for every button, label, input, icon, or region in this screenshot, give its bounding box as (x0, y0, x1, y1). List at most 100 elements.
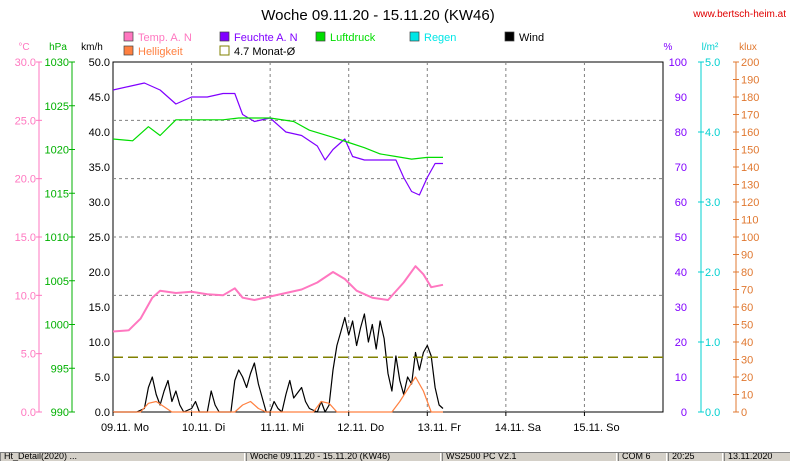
series-line-feuchte-a-n (112, 82, 443, 196)
tick-label: 1025 (45, 101, 69, 113)
tick-label: 20 (741, 372, 753, 384)
series-line-temp-a-n (112, 265, 444, 333)
tick-label: 5.0 (21, 349, 36, 361)
tick-label: 20 (675, 337, 687, 349)
left-axes: °C 0.0 5.0 10.0 15.0 20.0 25.0 30.0 hPa 990 995 100… (15, 42, 110, 419)
legend-swatch (123, 31, 134, 42)
x-axis: 09.11. Mo 10.11. Di 11.11. Mi 12.11. Do 13.1… (101, 412, 620, 434)
axis-unit: °C (18, 42, 29, 53)
tick-label: 45.0 (89, 92, 110, 104)
legend-swatch (219, 45, 230, 56)
tick-label: 20.0 (15, 174, 36, 186)
legend-label: Regen (424, 32, 456, 44)
status-port: COM 6 (618, 453, 667, 461)
tick-label: 30.0 (89, 197, 110, 209)
tick-label: 70 (675, 162, 687, 174)
series-line-wind (113, 313, 444, 413)
tick-label: 10.0 (15, 290, 36, 302)
tick-label: 30.0 (15, 57, 36, 69)
tick-label: 0 (741, 407, 747, 419)
tick-label: 90 (741, 250, 753, 262)
tick-label: 1010 (45, 232, 69, 244)
legend-label: Feuchte A. N (234, 32, 298, 44)
legend-swatch (219, 31, 230, 42)
tick-label: 60 (675, 197, 687, 209)
tick-label: 70 (741, 285, 753, 297)
tick-label: 0.0 (95, 407, 110, 419)
tick-label: 4.0 (705, 127, 720, 139)
legend-swatch (315, 31, 326, 42)
status-file: Ht_Detail(2020) ... (0, 453, 245, 461)
tick-label: 180 (741, 92, 759, 104)
legend-label: Wind (519, 32, 544, 44)
status-period: Woche 09.11.20 - 15.11.20 (KW46) (246, 453, 441, 461)
tick-label: 200 (741, 57, 759, 69)
website-link[interactable]: www.bertsch-heim.at (692, 9, 786, 20)
tick-label: 50.0 (89, 57, 110, 69)
x-tick-label: 13.11. Fr (418, 422, 462, 434)
tick-label: 130 (741, 180, 759, 192)
tick-label: 10 (675, 372, 687, 384)
tick-label: 40 (675, 267, 687, 279)
tick-label: 150 (741, 145, 759, 157)
status-bar: Ht_Detail(2020) ... Woche 09.11.20 - 15.… (0, 452, 790, 461)
tick-label: 1030 (45, 57, 69, 69)
tick-label: 80 (741, 267, 753, 279)
series-line-helligkeit (113, 376, 443, 413)
status-time: 20:25 (668, 453, 723, 461)
tick-label: 25.0 (15, 115, 36, 127)
legend-swatch (504, 31, 515, 42)
tick-label: 25.0 (89, 232, 110, 244)
tick-label: 50 (741, 320, 753, 332)
axis-unit: klux (739, 42, 757, 53)
tick-label: 80 (675, 127, 687, 139)
tick-label: 190 (741, 75, 759, 87)
tick-label: 120 (741, 197, 759, 209)
axis-unit: km/h (81, 42, 103, 53)
tick-label: 140 (741, 162, 759, 174)
chart-legend: Temp. A. N Feuchte A. N Luftdruck Regen Wind… (123, 31, 544, 58)
x-tick-label: 09.11. Mo (101, 422, 149, 434)
axis-unit: l/m² (702, 42, 719, 53)
tick-label: 990 (51, 407, 69, 419)
legend-label: Temp. A. N (138, 32, 192, 44)
x-tick-label: 14.11. Sa (495, 422, 542, 434)
tick-label: 5.0 (705, 57, 720, 69)
tick-label: 40.0 (89, 127, 110, 139)
tick-label: 995 (51, 363, 69, 375)
tick-label: 90 (675, 92, 687, 104)
tick-label: 100 (741, 232, 759, 244)
plot-frame (112, 61, 664, 413)
tick-label: 1000 (45, 320, 69, 332)
legend-label: Luftdruck (330, 32, 376, 44)
x-tick-label: 10.11. Di (182, 422, 225, 434)
tick-label: 160 (741, 127, 759, 139)
tick-label: 10.0 (89, 337, 110, 349)
tick-label: 1020 (45, 145, 69, 157)
tick-label: 30 (675, 302, 687, 314)
tick-label: 2.0 (705, 267, 720, 279)
series-line-luftdruck (112, 117, 443, 160)
status-device: WS2500 PC V2.1 (442, 453, 617, 461)
tick-label: 110 (741, 215, 759, 227)
right-axes: %0102030405060708090100l/m²0.01.02.03.04… (664, 42, 760, 419)
x-tick-label: 11.11. Mi (260, 422, 304, 434)
tick-label: 3.0 (705, 197, 720, 209)
tick-label: 0.0 (21, 407, 36, 419)
tick-label: 50 (675, 232, 687, 244)
plot-area (112, 61, 664, 413)
tick-label: 0 (681, 407, 687, 419)
chart-title: Woche 09.11.20 - 15.11.20 (KW46) (261, 7, 494, 24)
tick-label: 30 (741, 355, 753, 367)
tick-label: 60 (741, 302, 753, 314)
tick-label: 1.0 (705, 337, 720, 349)
tick-label: 40 (741, 337, 753, 349)
x-tick-label: 12.11. Do (337, 422, 384, 434)
legend-label: Helligkeit (138, 46, 183, 58)
axis-unit: % (664, 42, 673, 53)
status-date: 13.11.2020 (724, 453, 790, 461)
tick-label: 35.0 (89, 162, 110, 174)
legend-swatch (123, 45, 134, 56)
tick-label: 15.0 (89, 302, 110, 314)
